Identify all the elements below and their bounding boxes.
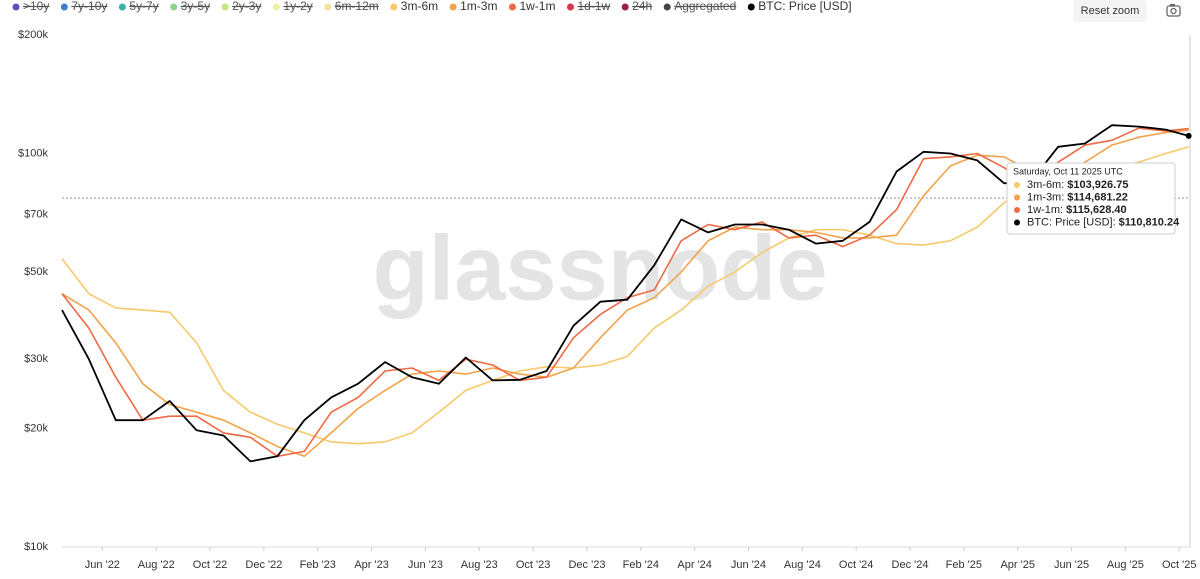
camera-icon[interactable] bbox=[1166, 4, 1181, 17]
y-tick-label: $20k bbox=[24, 422, 48, 434]
y-tick-label: $10k bbox=[24, 541, 48, 553]
legend-marker bbox=[272, 3, 280, 11]
x-tick-label: Dec '24 bbox=[892, 559, 929, 571]
series-line bbox=[61, 129, 1189, 458]
tooltip-value: $110,810.24 bbox=[1119, 216, 1180, 228]
legend-label[interactable]: Aggregated bbox=[674, 0, 736, 13]
tooltip-label: BTC: Price [USD]: bbox=[1027, 216, 1116, 228]
x-tick-label: Apr '24 bbox=[677, 559, 712, 571]
legend-marker bbox=[449, 3, 457, 11]
tooltip-marker bbox=[1014, 207, 1020, 213]
tooltip-box bbox=[1006, 162, 1176, 235]
legend-label[interactable]: 1y-2y bbox=[283, 0, 312, 13]
tooltip: Saturday, Oct 11 2025 UTC 3m-6m: $103,926… bbox=[1006, 162, 1180, 235]
legend-marker bbox=[390, 3, 398, 11]
y-tick-label: $30k bbox=[24, 353, 48, 365]
x-tick-label: Feb '25 bbox=[946, 559, 982, 571]
series-line bbox=[61, 146, 1189, 445]
x-tick-label: Oct '22 bbox=[193, 559, 228, 571]
reset-zoom-label[interactable]: Reset zoom bbox=[1081, 5, 1140, 17]
x-tick-label: Aug '25 bbox=[1107, 559, 1144, 571]
x-tick-label: Jun '24 bbox=[731, 559, 766, 571]
y-tick-label: $200k bbox=[18, 29, 48, 41]
legend-marker bbox=[221, 3, 229, 11]
legend-marker bbox=[621, 3, 629, 11]
legend-label[interactable]: 1d-1w bbox=[577, 0, 610, 13]
legend-label[interactable]: 6m-12m bbox=[335, 0, 379, 13]
y-tick-label: $100k bbox=[18, 147, 48, 159]
y-tick-label: $50k bbox=[24, 266, 48, 278]
legend-label[interactable]: 3y-5y bbox=[181, 0, 210, 13]
legend-label[interactable]: 1w-1m bbox=[519, 0, 555, 13]
legend-label[interactable]: 7y-10y bbox=[71, 0, 107, 13]
legend-marker bbox=[60, 3, 68, 11]
x-tick-label: Feb '24 bbox=[623, 559, 659, 571]
legend-marker bbox=[12, 3, 20, 11]
x-tick-label: Dec '22 bbox=[245, 559, 282, 571]
legend-marker bbox=[663, 3, 671, 11]
x-tick-label: Apr '25 bbox=[1000, 559, 1035, 571]
x-tick-label: Aug '22 bbox=[138, 559, 175, 571]
legend-label[interactable]: BTC: Price [USD] bbox=[758, 0, 851, 13]
x-tick-label: Apr '23 bbox=[354, 559, 389, 571]
series-line bbox=[61, 124, 1189, 463]
x-tick-label: Jun '23 bbox=[408, 559, 443, 571]
legend-marker bbox=[508, 3, 516, 11]
legend-label[interactable]: 1m-3m bbox=[460, 0, 497, 13]
reset-zoom-button[interactable] bbox=[1073, 0, 1147, 22]
legend-label[interactable]: 3m-6m bbox=[401, 0, 438, 13]
tooltip-marker bbox=[1014, 219, 1020, 226]
x-tick-label: Dec '23 bbox=[568, 559, 605, 571]
tooltip-value: $115,628.40 bbox=[1066, 204, 1127, 216]
y-tick-label: $70k bbox=[24, 208, 48, 220]
legend-marker bbox=[566, 3, 574, 11]
legend-marker bbox=[170, 3, 178, 11]
legend-label[interactable]: 5y-7y bbox=[129, 0, 158, 13]
legend-marker bbox=[324, 3, 332, 11]
tooltip-marker bbox=[1014, 182, 1020, 188]
x-tick-label: Oct '24 bbox=[839, 559, 874, 571]
tooltip-label: 1m-3m: bbox=[1027, 191, 1064, 203]
legend-label[interactable]: 2y-3y bbox=[232, 0, 261, 13]
x-tick-label: Oct '23 bbox=[516, 559, 551, 571]
tooltip-value: $114,681.22 bbox=[1067, 191, 1128, 203]
tooltip-label: 1w-1m: bbox=[1027, 204, 1063, 216]
hover-point bbox=[1185, 132, 1192, 139]
tooltip-label: 3m-6m: bbox=[1027, 179, 1064, 191]
plot-area: $10k $20k $30k $50k $70k $100k $200k Jun '22 Aug… bbox=[18, 29, 1196, 571]
legend-marker bbox=[747, 3, 755, 11]
tooltip-value: $103,926.75 bbox=[1067, 179, 1128, 191]
legend-marker bbox=[118, 3, 126, 11]
watermark: glassnode bbox=[372, 217, 827, 319]
x-tick-label: Feb '23 bbox=[300, 559, 336, 571]
tooltip-marker bbox=[1014, 194, 1020, 201]
x-tick-label: Jun '22 bbox=[85, 559, 120, 571]
x-tick-label: Aug '24 bbox=[784, 559, 821, 571]
x-tick-label: Aug '23 bbox=[461, 559, 498, 571]
x-tick-label: Oct '25 bbox=[1162, 559, 1197, 571]
tooltip-date: Saturday, Oct 11 2025 UTC bbox=[1013, 166, 1123, 176]
series-line bbox=[61, 127, 1189, 458]
legend: >10y 7y-10y 5y-7y 3y-5y 2y-3y 1y-2y 6m-12m 3m-6… bbox=[12, 0, 852, 13]
legend-label[interactable]: >10y bbox=[23, 0, 49, 13]
x-tick-label: Jun '25 bbox=[1054, 559, 1089, 571]
legend-label[interactable]: 24h bbox=[632, 0, 652, 13]
